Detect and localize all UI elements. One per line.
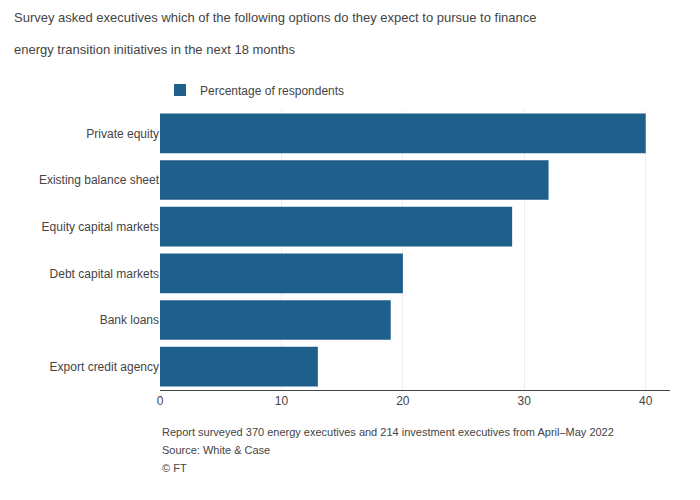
svg-text:Export credit agency: Export credit agency <box>50 360 159 374</box>
svg-text:0: 0 <box>157 394 164 408</box>
svg-text:Existing balance sheet: Existing balance sheet <box>39 173 160 187</box>
svg-text:Bank loans: Bank loans <box>100 313 159 327</box>
svg-text:Report surveyed 370 energy exe: Report surveyed 370 energy executives an… <box>162 426 614 438</box>
svg-text:Private equity: Private equity <box>86 127 159 141</box>
svg-text:Source: White & Case: Source: White & Case <box>162 444 270 456</box>
svg-text:40: 40 <box>639 394 653 408</box>
svg-text:Debt capital markets: Debt capital markets <box>50 267 159 281</box>
svg-text:Equity capital markets: Equity capital markets <box>42 220 159 234</box>
svg-text:20: 20 <box>396 394 410 408</box>
svg-text:10: 10 <box>275 394 289 408</box>
svg-text:30: 30 <box>518 394 532 408</box>
svg-text:© FT: © FT <box>162 462 187 474</box>
svg-text:Percentage of respondents: Percentage of respondents <box>200 84 344 98</box>
svg-text:energy transition initiatives: energy transition initiatives in the nex… <box>14 42 296 57</box>
svg-text:Survey asked executives which: Survey asked executives which of the fol… <box>14 10 536 25</box>
